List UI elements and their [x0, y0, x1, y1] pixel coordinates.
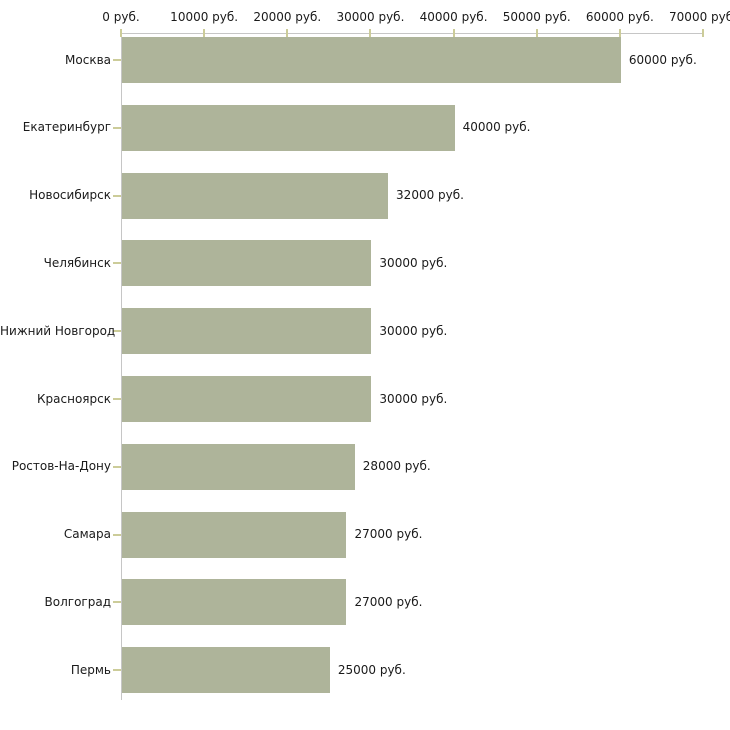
x-axis-tick-label: 70000 руб. [669, 10, 730, 24]
category-tick-mark [113, 262, 121, 265]
category-label: Пермь [70, 662, 111, 677]
value-label: 30000 руб. [379, 323, 448, 338]
x-axis-tick-mark [369, 29, 372, 37]
value-label: 27000 руб. [354, 527, 423, 542]
x-axis-tick-mark [286, 29, 289, 37]
category-tick-mark [113, 126, 121, 129]
value-label: 28000 руб. [362, 459, 431, 474]
bar-3 [122, 172, 389, 219]
bar-7 [122, 443, 355, 490]
value-label: 27000 руб. [354, 594, 423, 609]
bar-10 [122, 647, 330, 694]
x-axis-tick-label: 0 руб. [102, 10, 140, 24]
bar-6 [122, 376, 372, 422]
value-label: 32000 руб. [396, 188, 464, 203]
category-label: Екатеринбург [22, 120, 111, 135]
category-label: Челябинск [43, 255, 111, 270]
category-label: Красноярск [37, 391, 111, 406]
bar-1 [122, 37, 621, 83]
x-axis-tick-label: 60000 руб. [585, 10, 654, 24]
x-axis-tick-mark [120, 29, 122, 37]
category-label: Волгоград [44, 594, 111, 609]
category-tick-mark [113, 330, 121, 333]
bar-2 [122, 104, 455, 151]
x-axis-tick-mark [618, 29, 621, 37]
category-tick-mark [113, 669, 121, 672]
y-axis-line [121, 33, 122, 700]
x-axis-tick-mark [702, 29, 704, 37]
x-axis-tick-label: 40000 руб. [419, 10, 488, 24]
value-label: 40000 руб. [462, 120, 531, 135]
category-label: Самара [63, 527, 111, 542]
x-axis-tick-label: 10000 руб. [170, 10, 239, 24]
value-label: 30000 руб. [379, 391, 448, 406]
category-tick-mark [113, 533, 121, 536]
x-axis-tick-mark [203, 29, 206, 37]
value-label: 25000 руб. [337, 662, 406, 677]
category-tick-mark [113, 601, 121, 604]
bar-4 [122, 240, 372, 287]
value-label: 30000 руб. [379, 255, 448, 270]
category-label: Новосибирск [29, 188, 111, 203]
category-label: Нижний Новгород [0, 323, 116, 338]
x-axis-tick-label: 20000 руб. [253, 10, 322, 24]
x-axis-tick-label: 50000 руб. [502, 10, 571, 24]
category-tick-mark [113, 465, 121, 468]
bar-8 [122, 511, 347, 558]
category-tick-mark [113, 398, 121, 400]
category-label: Москва [65, 52, 111, 67]
x-axis-tick-label: 30000 руб. [336, 10, 405, 24]
category-tick-mark [113, 194, 121, 197]
bar-9 [122, 579, 347, 626]
category-tick-mark [113, 59, 121, 61]
bar-5 [122, 308, 372, 355]
x-axis-line [121, 33, 704, 34]
x-axis-tick-mark [452, 29, 455, 37]
value-label: 60000 руб. [628, 52, 697, 67]
x-axis-tick-mark [535, 29, 538, 37]
category-label: Ростов-На-Дону [11, 459, 111, 474]
